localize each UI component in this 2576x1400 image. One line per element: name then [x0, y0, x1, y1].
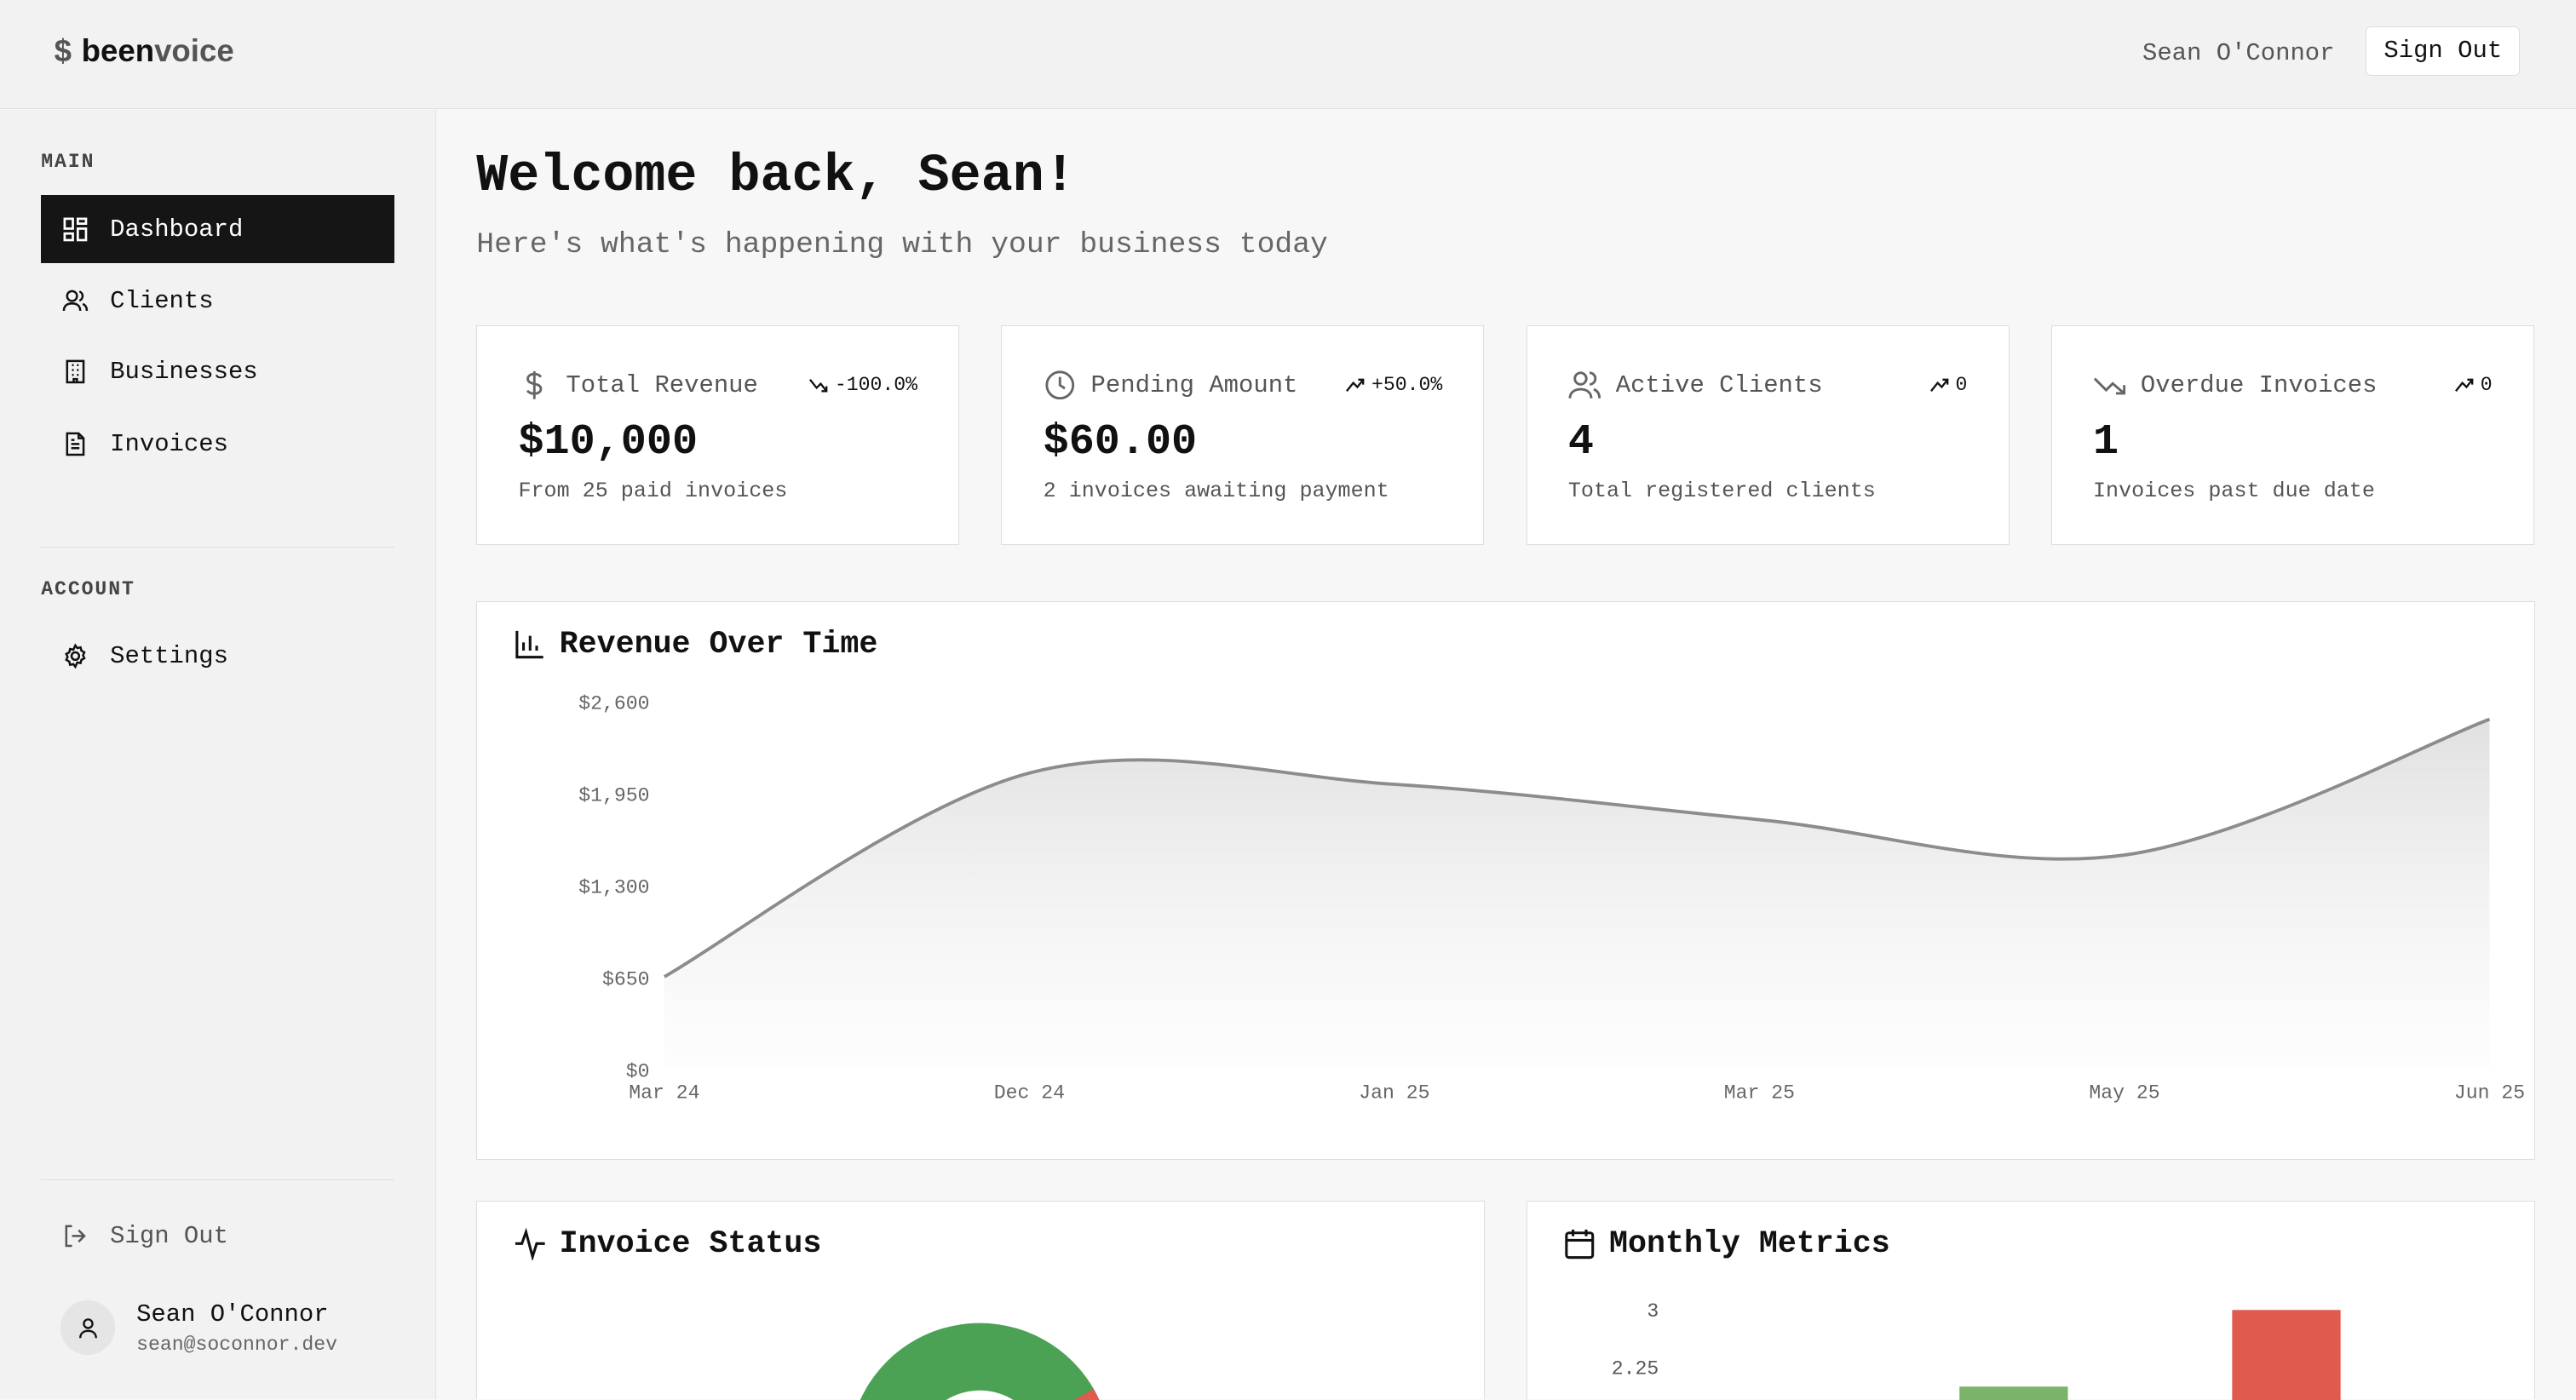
divider [41, 547, 394, 548]
header-sign-out-button[interactable]: Sign Out [2366, 26, 2521, 76]
y-tick-label: $650 [602, 968, 650, 990]
section-label-main: MAIN [41, 151, 95, 174]
sidebar-item-label: Invoices [110, 430, 228, 459]
sidebar-item-label: Businesses [110, 358, 258, 387]
stat-change: -100.0% [808, 374, 917, 396]
revenue-area-chart: $0 $650 $1,300 $1,950 $2,600 Mar 24 Dec 24 Jan … [578, 692, 2525, 1104]
users-icon [62, 290, 89, 312]
user-icon [78, 1317, 97, 1339]
bar[interactable] [1958, 1386, 2068, 1400]
stat-description: Total registered clients [1567, 479, 1876, 504]
sidebar-item-invoices[interactable]: Invoices [41, 410, 394, 478]
log-out-icon [65, 1225, 87, 1248]
trend-up-icon [1929, 378, 1949, 393]
section-label-account: ACCOUNT [41, 577, 135, 600]
sidebar: MAIN Dashboard Clients Businesses Invoic… [0, 110, 437, 1400]
stat-label: Pending Amount [1044, 369, 1297, 402]
y-tick-label: 3 [1647, 1300, 1659, 1323]
stat-description: Invoices past due date [2093, 479, 2375, 504]
sidebar-item-clients[interactable]: Clients [41, 267, 394, 335]
divider [41, 1179, 394, 1180]
trend-up-icon [2454, 378, 2474, 393]
logo[interactable]: $ beenvoice [54, 32, 234, 68]
x-tick-label: Mar 25 [1724, 1082, 1795, 1104]
sidebar-item-label: Dashboard [110, 215, 244, 244]
panel-title: Monthly Metrics [1563, 1226, 1890, 1262]
donut-slice-red[interactable] [1073, 1388, 1100, 1400]
page-title: Welcome back, Sean! [476, 146, 1076, 206]
stat-value: 4 [1567, 417, 1594, 467]
sidebar-item-label: Settings [110, 641, 228, 670]
gear-icon [65, 643, 86, 669]
donut-slice-green[interactable] [860, 1323, 1100, 1400]
stat-label: Overdue Invoices [2093, 369, 2377, 402]
stat-description: 2 invoices awaiting payment [1043, 479, 1389, 504]
stat-card-pending-amount: Pending Amount +50.0% $60.00 2 invoices … [1001, 324, 1485, 546]
panel-title: Revenue Over Time [514, 627, 877, 663]
stat-value: $10,000 [518, 417, 699, 467]
panel-title: Invoice Status [514, 1226, 821, 1262]
sidebar-item-businesses[interactable]: Businesses [41, 338, 394, 405]
bar-chart-icon [515, 631, 543, 659]
stat-card-overdue-invoices: Overdue Invoices 0 1 Invoices past due d… [2050, 324, 2534, 546]
sidebar-user-email: sean@soconnor.dev [136, 1333, 337, 1356]
y-tick-label: $1,300 [578, 876, 649, 898]
invoice-status-donut [860, 1323, 1100, 1400]
calendar-icon [1565, 1230, 1595, 1259]
sidebar-item-label: Sign Out [110, 1221, 228, 1250]
trend-down-icon [809, 379, 828, 393]
sidebar-item-dashboard[interactable]: Dashboard [41, 195, 394, 263]
avatar[interactable] [60, 1300, 115, 1356]
building-icon [66, 360, 85, 384]
stat-card-total-revenue: Total Revenue -100.0% $10,000 From 25 pa… [476, 324, 960, 546]
sidebar-user-name: Sean O'Connor [136, 1300, 329, 1329]
sidebar-item-label: Clients [110, 287, 214, 316]
stat-value: 1 [2093, 417, 2119, 467]
monthly-metrics-bar-chart: 2.25 3 [1611, 1300, 2341, 1400]
revenue-chart-panel: Revenue Over Time $0 $650 $1,300 $1,950 $2,6… [476, 600, 2535, 1160]
sidebar-sign-out[interactable]: Sign Out [41, 1202, 394, 1270]
stat-change: +50.0% [1345, 374, 1442, 396]
stat-label: Total Revenue [518, 369, 758, 402]
header-user-name: Sean O'Connor [2142, 39, 2335, 68]
stat-value: $60.00 [1043, 417, 1198, 467]
trend-up-icon [1346, 378, 1365, 393]
stat-description: From 25 paid invoices [518, 479, 788, 504]
bar[interactable] [2231, 1310, 2341, 1400]
trending-down-icon [2093, 377, 2126, 395]
y-tick-label: $1,950 [578, 784, 649, 806]
activity-icon [515, 1228, 545, 1260]
sidebar-item-settings[interactable]: Settings [41, 623, 394, 690]
stat-change: 0 [1929, 374, 1967, 396]
stat-card-active-clients: Active Clients 0 4 Total registered clie… [1526, 324, 2010, 546]
revenue-line[interactable] [664, 717, 2491, 978]
dollar-icon [526, 370, 543, 399]
x-tick-label: Jun 25 [2454, 1082, 2525, 1104]
x-tick-label: May 25 [2090, 1082, 2160, 1104]
page-subtitle: Here's what's happening with your busine… [476, 228, 1328, 262]
stat-label: Active Clients [1568, 369, 1823, 402]
x-tick-label: Jan 25 [1360, 1082, 1430, 1104]
invoice-status-panel: Invoice Status [476, 1200, 1486, 1400]
clock-icon [1045, 370, 1074, 400]
dashboard-icon [63, 217, 88, 241]
x-tick-label: Mar 24 [629, 1082, 699, 1104]
users-icon [1568, 371, 1601, 399]
file-text-icon [66, 432, 85, 456]
top-bar: $ beenvoice Sean O'Connor Sign Out [0, 0, 2576, 110]
y-tick-label: $2,600 [578, 692, 649, 714]
revenue-area [664, 719, 2490, 1070]
y-tick-label: 2.25 [1611, 1357, 1659, 1380]
monthly-metrics-panel: Monthly Metrics 2.25 3 [1526, 1200, 2535, 1400]
x-tick-label: Dec 24 [994, 1082, 1065, 1104]
y-tick-label: $0 [626, 1060, 650, 1082]
stat-change: 0 [2454, 374, 2493, 396]
